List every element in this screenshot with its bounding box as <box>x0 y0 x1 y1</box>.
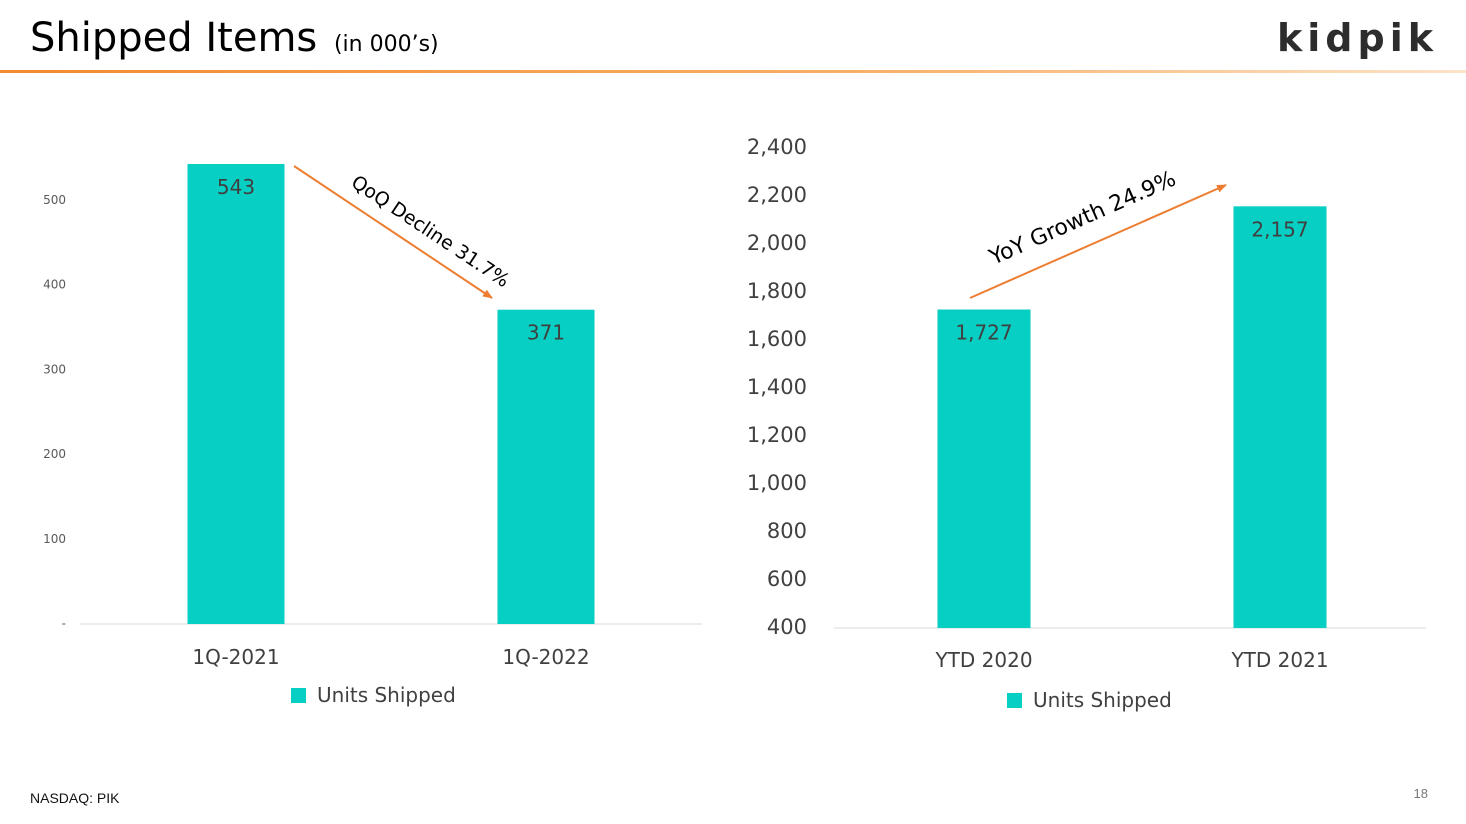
y-tick-label: 2,000 <box>747 231 807 255</box>
ytd-units-chart: 400 600 800 1,000 1,200 1,400 1,600 1,800 2,000 2… <box>747 135 1426 672</box>
y-tick-label: 1,200 <box>747 423 807 447</box>
y-tick-label: - <box>62 617 66 631</box>
header-divider <box>0 70 1466 73</box>
y-tick-label: 2,200 <box>747 183 807 207</box>
legend-label: Units Shipped <box>317 683 456 707</box>
bar-data-label: 543 <box>217 175 255 199</box>
x-tick-label: YTD 2020 <box>934 648 1032 672</box>
title-subtitle: (in 000’s) <box>333 32 439 57</box>
x-tick-label: YTD 2021 <box>1230 648 1328 672</box>
y-tick-label: 1,800 <box>747 279 807 303</box>
bar <box>1233 206 1327 628</box>
title-text: Shipped Items <box>30 15 318 61</box>
y-tick-label: 1,400 <box>747 375 807 399</box>
x-tick-label: 1Q-2022 <box>502 645 589 669</box>
y-tick-label: 800 <box>767 519 807 543</box>
y-tick-label: 400 <box>43 278 66 292</box>
y-tick-label: 600 <box>767 567 807 591</box>
bar <box>497 309 595 624</box>
x-tick-label: 1Q-2021 <box>192 645 279 669</box>
trend-arrow <box>969 184 1227 299</box>
trend-arrow <box>293 165 493 299</box>
y-tick-label: 400 <box>767 615 807 639</box>
bar-data-label: 1,727 <box>955 321 1012 345</box>
bar-data-label: 371 <box>527 321 565 345</box>
y-tick-label: 200 <box>43 447 66 461</box>
y-tick-label: 300 <box>43 362 66 376</box>
legend-label: Units Shipped <box>1033 688 1172 712</box>
bar-data-label: 2,157 <box>1251 217 1308 241</box>
bar <box>937 309 1031 628</box>
legend-left: Units Shipped <box>291 683 456 707</box>
legend-swatch <box>1007 692 1022 708</box>
y-tick-label: 100 <box>43 532 66 546</box>
y-tick-label: 2,400 <box>747 135 807 159</box>
page-title: Shipped Items (in 000’s) <box>30 10 439 73</box>
trend-annotation: QoQ Decline 31.7% <box>347 171 513 292</box>
page-number: 18 <box>1413 786 1428 801</box>
bar <box>187 164 285 624</box>
y-tick-label: 1,600 <box>747 327 807 351</box>
kidpik-logo: kidpik <box>1277 16 1438 60</box>
legend-right: Units Shipped <box>1007 688 1172 712</box>
y-tick-label: 500 <box>43 193 66 207</box>
y-tick-label: 1,000 <box>747 471 807 495</box>
ticker-label: NASDAQ: PIK <box>30 790 120 806</box>
quarterly-units-chart: - 100 200 300 400 500 543 1Q-2021 371 1Q-2022 QoQ … <box>43 164 702 669</box>
legend-swatch <box>291 687 306 703</box>
